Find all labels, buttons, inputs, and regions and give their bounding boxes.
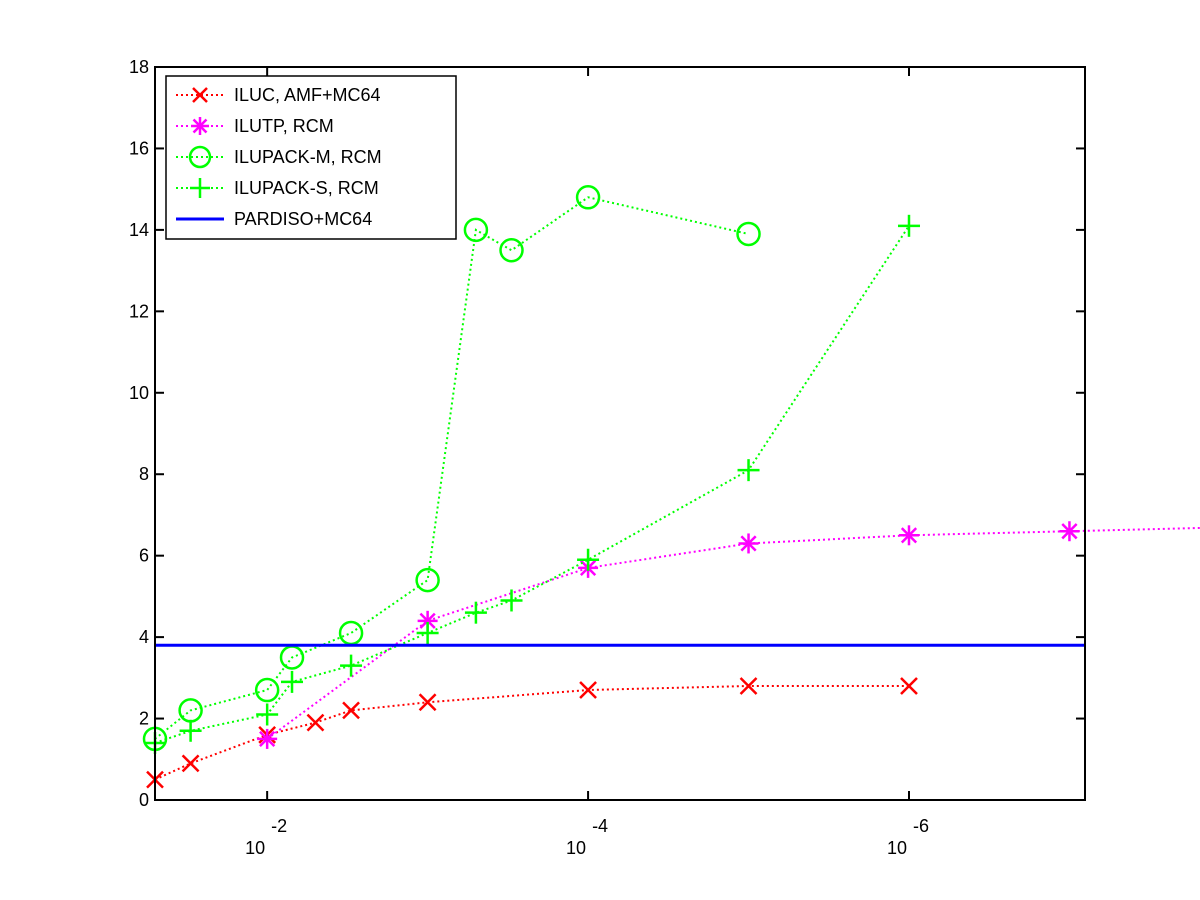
- axes-layer: 0 2 4 6 8 10 12 14 16 18 10 -2 10 -4 10 -6: [129, 57, 1086, 858]
- legend-label: ILUTP, RCM: [234, 116, 334, 136]
- data-point-b: [342, 701, 360, 720]
- data-point: [499, 238, 524, 263]
- legend-entry: ILUPACK-S, RCM: [176, 178, 379, 198]
- data-point-d: [1061, 523, 1078, 540]
- x-tick-label-exponent: -2: [271, 816, 287, 836]
- x-tick-label-exponent: -4: [592, 816, 608, 836]
- y-tick-label: 0: [139, 790, 149, 810]
- x-tick-label-base: 10: [887, 838, 907, 858]
- legend-marker-d: [192, 118, 208, 134]
- series-line: [154, 685, 909, 781]
- data-point-b: [739, 677, 758, 695]
- data-point-b: [306, 713, 325, 732]
- y-tick-label: 18: [129, 57, 149, 77]
- legend-entry: ILUTP, RCM: [176, 116, 334, 136]
- series-line: [154, 196, 749, 740]
- data-point-d: [419, 612, 436, 629]
- axes-frame: [154, 66, 1086, 801]
- legend-entry: ILUPACK-M, RCM: [176, 145, 382, 169]
- legend-entry: PARDISO+MC64: [176, 209, 372, 229]
- y-tick-label: 10: [129, 383, 149, 403]
- legend-label: PARDISO+MC64: [234, 209, 372, 229]
- y-tick-label: 16: [129, 138, 149, 158]
- series-3: [144, 214, 920, 754]
- x-tick-label-exponent: -6: [913, 816, 929, 836]
- y-tick-label: 6: [139, 546, 149, 566]
- y-tick-label: 12: [129, 301, 149, 321]
- series-1: [257, 521, 1200, 749]
- data-point-d: [740, 535, 757, 552]
- series-layer: [142, 185, 1200, 789]
- legend-box: [165, 75, 457, 240]
- series-0: [146, 677, 918, 789]
- data-point: [254, 677, 280, 703]
- data-point-b: [418, 693, 437, 712]
- data-point: [575, 185, 601, 210]
- legend-entry: ILUC, AMF+MC64: [176, 85, 381, 105]
- legend-marker-b: [192, 87, 208, 103]
- data-point: [463, 217, 489, 243]
- x-tick-label: 10 -6: [887, 816, 929, 858]
- legend-label: ILUPACK-M, RCM: [234, 147, 382, 167]
- x-tick-label: 10 -4: [566, 816, 608, 858]
- data-point: [736, 221, 761, 247]
- legend-label: ILUC, AMF+MC64: [234, 85, 381, 105]
- y-tick-label: 4: [139, 627, 149, 647]
- x-tick-label: 10 -2: [245, 816, 287, 858]
- data-point-b: [579, 681, 597, 699]
- data-point: [415, 567, 440, 593]
- data-point-b: [181, 754, 200, 773]
- legend-marker: [188, 145, 212, 169]
- legend: ILUC, AMF+MC64 ILUTP, RCM ILUPACK-M, RCM IL…: [165, 75, 457, 240]
- y-tick-label: 8: [139, 464, 149, 484]
- x-tick-label-base: 10: [245, 838, 265, 858]
- y-tick-label: 14: [129, 220, 149, 240]
- data-point-d: [259, 730, 276, 748]
- data-point-b: [900, 677, 918, 695]
- legend-label: ILUPACK-S, RCM: [234, 178, 379, 198]
- x-tick-label-base: 10: [566, 838, 586, 858]
- y-tick-label: 2: [139, 709, 149, 729]
- data-point-d: [900, 527, 918, 544]
